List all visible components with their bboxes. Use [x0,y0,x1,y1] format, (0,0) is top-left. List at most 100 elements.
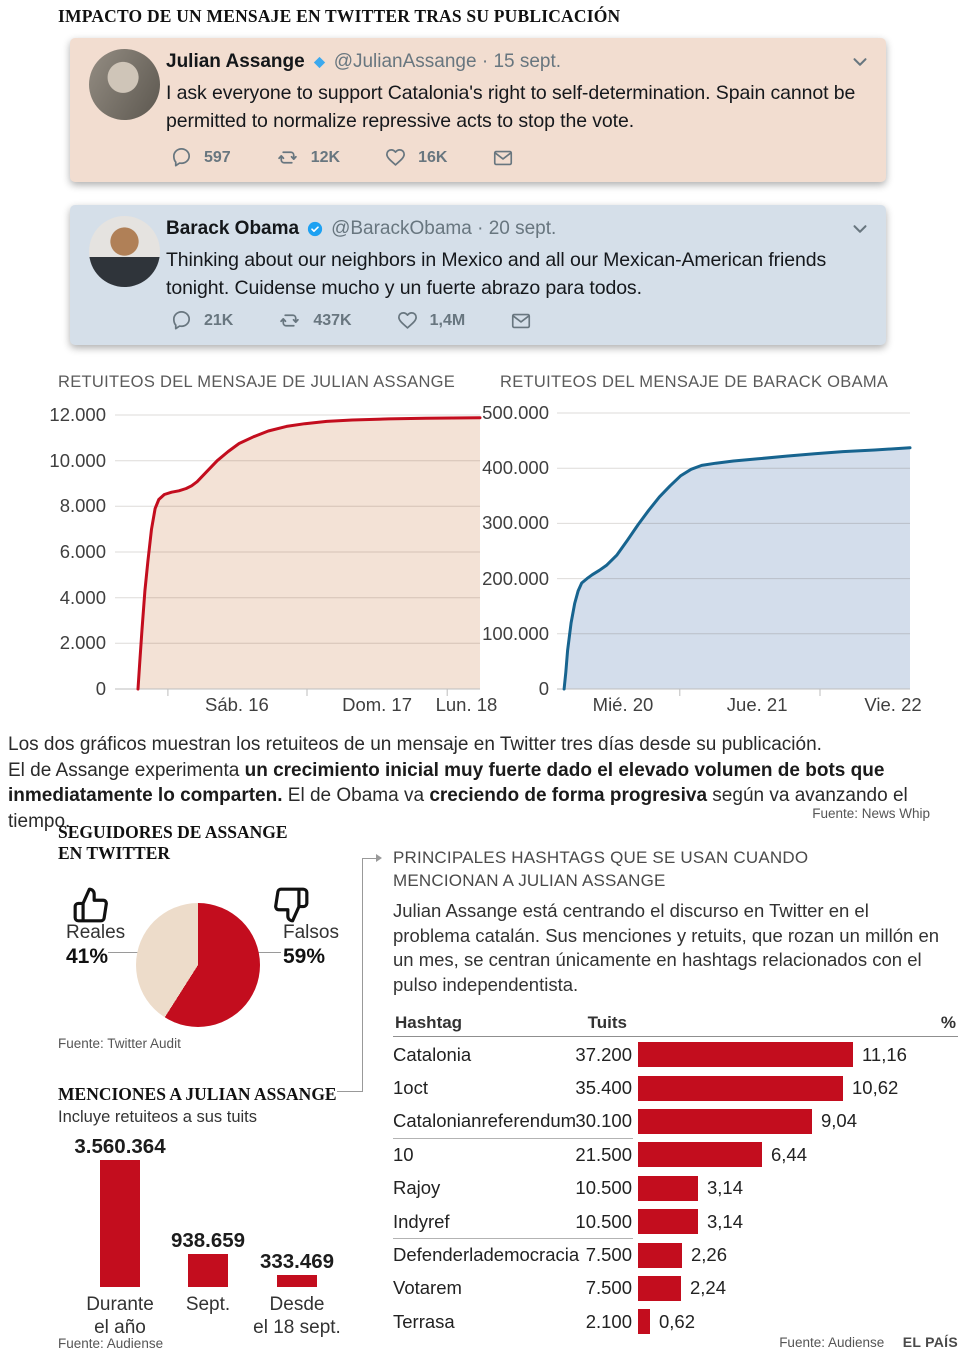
retweet-button[interactable]: 437K [277,309,352,332]
mention-bar [277,1275,317,1287]
reply-button[interactable]: 597 [170,146,231,169]
reply-count: 21K [204,311,234,329]
bar-value-label: 333.469 [259,1250,335,1273]
table-row: 10 21.500 6,44 [393,1138,958,1171]
line-chart-assange_retweets [115,414,482,696]
x-axis-label: Mié. 20 [592,694,654,715]
like-count: 1,4M [429,311,466,329]
followers-pie-chart [136,903,260,1027]
chevron-down-icon[interactable] [849,218,871,240]
envelope-icon [512,313,531,328]
y-axis-label: 100.000 [482,622,549,644]
followers-section-title: SEGUIDORES DE ASSANGE EN TWITTER [58,822,288,863]
series-line [562,446,912,691]
like-button[interactable]: 16K [384,146,447,169]
retweet-button[interactable]: 12K [275,146,340,169]
tweet-card-obama: Barack Obama @BarackObama · 20 sept. Thi… [70,205,886,345]
y-axis-label: 2.000 [59,632,106,654]
heart-icon [397,311,417,329]
avatar[interactable] [89,216,160,287]
chart-title-obama: RETUITEOS DEL MENSAJE DE BARACK OBAMA [500,373,889,391]
y-axis-label: 0 [538,678,549,699]
bar-cell: 2,26 [638,1242,958,1268]
tweet-handle-date[interactable]: @JulianAssange · 15 sept. [333,51,562,72]
envelope-icon [494,150,513,165]
line-chart-obama_retweets [557,412,912,696]
source-twitter-audit: Fuente: Twitter Audit [58,1036,181,1051]
pct-bar [638,1142,762,1168]
hashtag-cell: 10 [393,1143,414,1165]
connector-line [363,858,376,859]
bar-cell: 10,62 [638,1075,958,1101]
bar-value-label: 938.659 [170,1229,246,1252]
y-axis-label: 6.000 [59,541,106,562]
y-axis-label: 200.000 [482,567,549,589]
reply-icon [172,148,191,167]
pct-bar [638,1242,682,1268]
pie-label-falsos: Falsos [283,922,339,943]
page-title: IMPACTO DE UN MENSAJE EN TWITTER TRAS SU… [58,6,621,26]
bar-category-label: Sept. [185,1294,231,1315]
source-news-whip: Fuente: News Whip [812,806,930,821]
chevron-down-icon[interactable] [849,51,871,73]
pct-bar [638,1108,812,1134]
pct-value: 10,62 [852,1077,899,1099]
hashtag-cell: Catalonia [393,1043,472,1065]
reply-button[interactable]: 21K [170,309,233,332]
tuits-cell: 10.500 [575,1210,632,1232]
tweet-actions: 597 12K 16K [170,146,515,169]
tweet-handle-date[interactable]: @BarackObama · 20 sept. [331,218,557,239]
pct-bar [638,1309,650,1335]
chart-title-assange: RETUITEOS DEL MENSAJE DE JULIAN ASSANGE [58,373,456,391]
table-row: Catalonia 37.200 11,16 [393,1038,958,1071]
intro-line2: El de Assange experimenta un crecimiento… [8,759,908,832]
table-row: 1oct 35.400 10,62 [393,1071,958,1104]
y-axis-label: 10.000 [49,449,106,471]
y-axis-label: 400.000 [482,457,549,479]
bar-cell: 3,14 [638,1209,958,1235]
pct-value: 2,24 [690,1277,727,1299]
dm-button[interactable] [491,147,515,169]
retweet-count: 437K [313,311,352,329]
heart-icon [386,148,406,166]
x-axis-label: Sáb. 16 [205,694,269,715]
bar-category-label: Durante el año [86,1294,154,1338]
column-header-tuits: Tuits [587,1013,627,1032]
reply-icon [172,311,191,330]
tuits-cell: 30.100 [575,1110,632,1132]
connector-line [362,858,363,1092]
hashtags-section-title: PRINCIPALES HASHTAGS QUE SE USAN CUANDO … [393,848,809,890]
tuits-cell: 37.200 [575,1043,632,1065]
x-axis-label: Dom. 17 [342,694,413,715]
tweet-text: I ask everyone to support Catalonia's ri… [166,82,856,132]
verified-badge-icon [307,221,323,237]
table-row: Rajoy 10.500 3,14 [393,1172,958,1205]
table-row: Indyref 10.500 3,14 [393,1205,958,1238]
intro-line1: Los dos gráficos muestran los retuiteos … [8,734,822,755]
bar-cell: 11,16 [638,1042,958,1068]
pct-value: 3,14 [707,1210,744,1232]
like-button[interactable]: 1,4M [396,309,466,332]
brand-logo: EL PAÍS [902,1334,958,1350]
thumbs-down-icon [274,887,309,923]
bar-cell: 9,04 [638,1108,958,1134]
retweet-icon [277,151,297,164]
bar-value-label: 3.560.364 [74,1135,166,1158]
table-header-rule [393,1036,958,1037]
y-axis-label: 4.000 [59,586,106,608]
series-line [136,416,482,691]
tweet-author-name: Julian Assange [166,51,305,72]
connector-line [337,1091,362,1092]
bar-cell: 6,44 [638,1142,958,1168]
footer: Fuente: Audiense EL PAÍS [620,1334,958,1352]
mentions-section-title: MENCIONES A JULIAN ASSANGE [58,1084,337,1104]
hashtag-cell: 1oct [393,1077,428,1099]
x-axis-label: Lun. 18 [435,694,498,715]
dm-button[interactable] [509,310,533,332]
avatar[interactable] [89,49,160,120]
pie-callout-line [108,952,152,953]
pct-value: 2,26 [691,1244,728,1266]
tuits-cell: 7.500 [585,1277,632,1299]
intro-paragraph: Los dos gráficos muestran los retuiteos … [8,732,973,834]
